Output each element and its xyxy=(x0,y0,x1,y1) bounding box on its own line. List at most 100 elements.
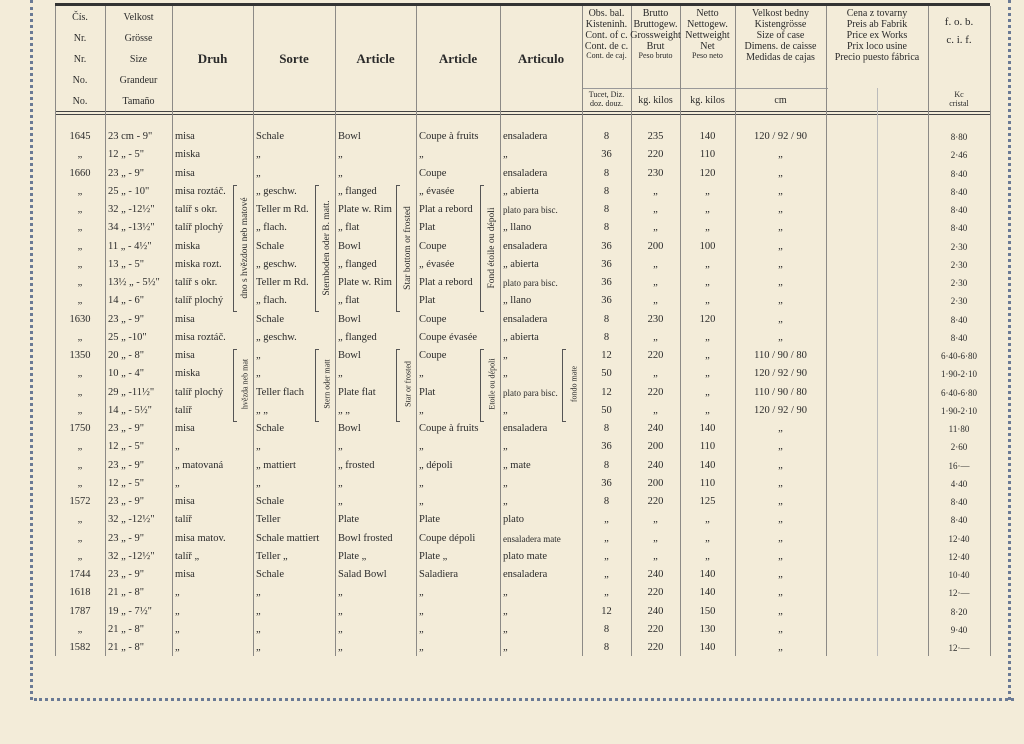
table-cell: „ geschw. xyxy=(256,331,297,343)
table-cell: Bowl xyxy=(338,350,361,361)
table-cell: 8 xyxy=(603,423,610,434)
table-cell: „ dépoli xyxy=(419,459,453,471)
table-cell: Plate w. Rim xyxy=(338,277,392,288)
table-cell: 8 xyxy=(603,131,610,142)
table-cell: Teller „ xyxy=(256,550,288,562)
table-cell: 200 xyxy=(647,240,664,252)
table-cell: 36 xyxy=(601,277,612,288)
table-cell: Plate xyxy=(419,514,440,526)
table-cell: „ frosted xyxy=(338,459,375,471)
table-cell: „ flanged xyxy=(338,331,377,343)
table-cell: 21 „ - 8" xyxy=(108,642,145,653)
table-cell: talíř s okr. xyxy=(175,204,218,215)
table-cell: 23 „ - 9" xyxy=(108,569,145,580)
table-cell: „ xyxy=(256,623,261,635)
header-cell: Netto Nettogew. Nettweight Net Peso neto xyxy=(680,8,735,82)
table-cell: „ xyxy=(503,404,508,416)
table-cell: 14 „ - 6" xyxy=(108,295,145,307)
bracket xyxy=(315,184,319,313)
table-cell: miska xyxy=(175,240,201,252)
table-cell: 130 xyxy=(699,623,716,635)
table-cell: „ xyxy=(778,240,783,252)
table-cell: „ xyxy=(778,423,783,434)
header-text: Netto xyxy=(696,8,719,19)
table-cell: 12 „ - 5" xyxy=(108,149,145,161)
table-cell: 8 xyxy=(603,331,610,343)
header-text: c. i. f. xyxy=(946,33,972,46)
table-cell: „ xyxy=(503,496,508,507)
table-cell: 230 xyxy=(647,167,664,179)
table-cell: 140 xyxy=(699,642,716,653)
table-cell: 8·80 xyxy=(950,132,968,142)
table-cell: 8·40 xyxy=(950,332,968,343)
table-cell: „ llano xyxy=(503,222,532,234)
column-rule xyxy=(680,6,681,656)
table-cell: „ xyxy=(778,331,783,343)
table-cell: 240 xyxy=(647,423,664,434)
header-cell: Articulo xyxy=(500,50,582,68)
table-cell: „ xyxy=(778,167,783,179)
table-cell: 240 xyxy=(647,605,664,617)
table-cell: „ xyxy=(705,532,710,544)
table-cell: „ xyxy=(503,149,508,161)
table-cell: 23 „ - 9" xyxy=(108,313,145,325)
table-cell: 125 xyxy=(699,496,716,507)
table-cell: 140 xyxy=(699,587,716,599)
table-cell: misa xyxy=(175,131,195,142)
header-cell: f. o. b. c. i. f. xyxy=(928,14,990,88)
table-cell: „ llano xyxy=(503,295,532,307)
table-cell: 110 xyxy=(699,149,716,161)
table-cell: „ xyxy=(419,149,424,161)
table-cell: „ flat xyxy=(338,295,360,307)
table-cell: „ mattiert xyxy=(256,459,296,471)
table-cell: 8 xyxy=(603,185,610,197)
border-bottom xyxy=(34,698,1014,705)
table-cell: „ xyxy=(175,477,180,489)
column-rule xyxy=(582,6,583,656)
table-cell: „ xyxy=(653,514,658,526)
table-cell: „ xyxy=(256,149,261,161)
table-cell: talíř plochý xyxy=(175,295,224,307)
table-cell: „ xyxy=(419,496,424,507)
table-cell: „ xyxy=(503,350,508,361)
table-cell: „ xyxy=(77,277,83,288)
table-cell: „ xyxy=(778,277,783,288)
table-cell: 1660 xyxy=(69,167,91,179)
header-cell: Article xyxy=(416,50,500,68)
header-cell: Cena z tovarny Preis ab Fabrik Price ex Wo… xyxy=(826,8,928,82)
table-cell: 12·40 xyxy=(948,533,970,544)
table-cell: „ geschw. xyxy=(256,185,297,197)
table-cell: Schale xyxy=(256,240,284,252)
table-cell: 110 xyxy=(699,441,716,453)
table-cell: Coupe xyxy=(419,350,447,361)
table-cell: 1582 xyxy=(69,642,91,653)
table-cell: „ flat xyxy=(338,222,360,234)
table-cell: 16·— xyxy=(948,460,970,471)
table-cell: 50 xyxy=(601,404,612,416)
table-cell: 1·90-2·10 xyxy=(941,369,977,380)
table-cell: Coupe dépoli xyxy=(419,532,476,544)
table-cell: „ xyxy=(653,258,658,270)
bracket-label: Star or frosted xyxy=(403,361,412,408)
table-cell: „ xyxy=(338,477,343,489)
header-text: Peso neto xyxy=(692,51,723,60)
table-cell: 9·40 xyxy=(950,624,968,635)
table-cell: „ xyxy=(778,532,783,544)
table-cell: „ xyxy=(256,441,261,453)
table-cell: Plate xyxy=(338,514,359,526)
column-rule xyxy=(335,6,336,656)
table-cell: Schale mattiert xyxy=(256,532,320,544)
header-text: Cont. de c. xyxy=(584,41,629,52)
table-cell: „ matovaná xyxy=(175,459,224,471)
table-cell: 8·40 xyxy=(950,168,968,179)
table-cell: plato para bisc. xyxy=(503,205,558,215)
table-cell: „ xyxy=(778,295,783,307)
table-cell: misa roztáč. xyxy=(175,331,226,343)
header-cell: Velkost Grösse Size Grandeur Tamaño xyxy=(105,12,172,107)
header-text: Sorte xyxy=(279,50,309,66)
table-cell: „ évasée xyxy=(419,185,455,197)
header-units: kg. kilos xyxy=(631,91,680,109)
table-cell: „ xyxy=(653,404,658,416)
table-cell: „ xyxy=(77,149,83,161)
